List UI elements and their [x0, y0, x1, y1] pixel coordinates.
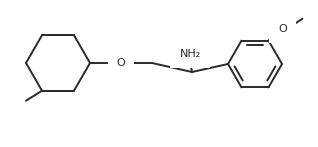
Text: O: O [278, 24, 287, 34]
Text: NH₂: NH₂ [179, 49, 201, 59]
Text: O: O [117, 58, 125, 68]
